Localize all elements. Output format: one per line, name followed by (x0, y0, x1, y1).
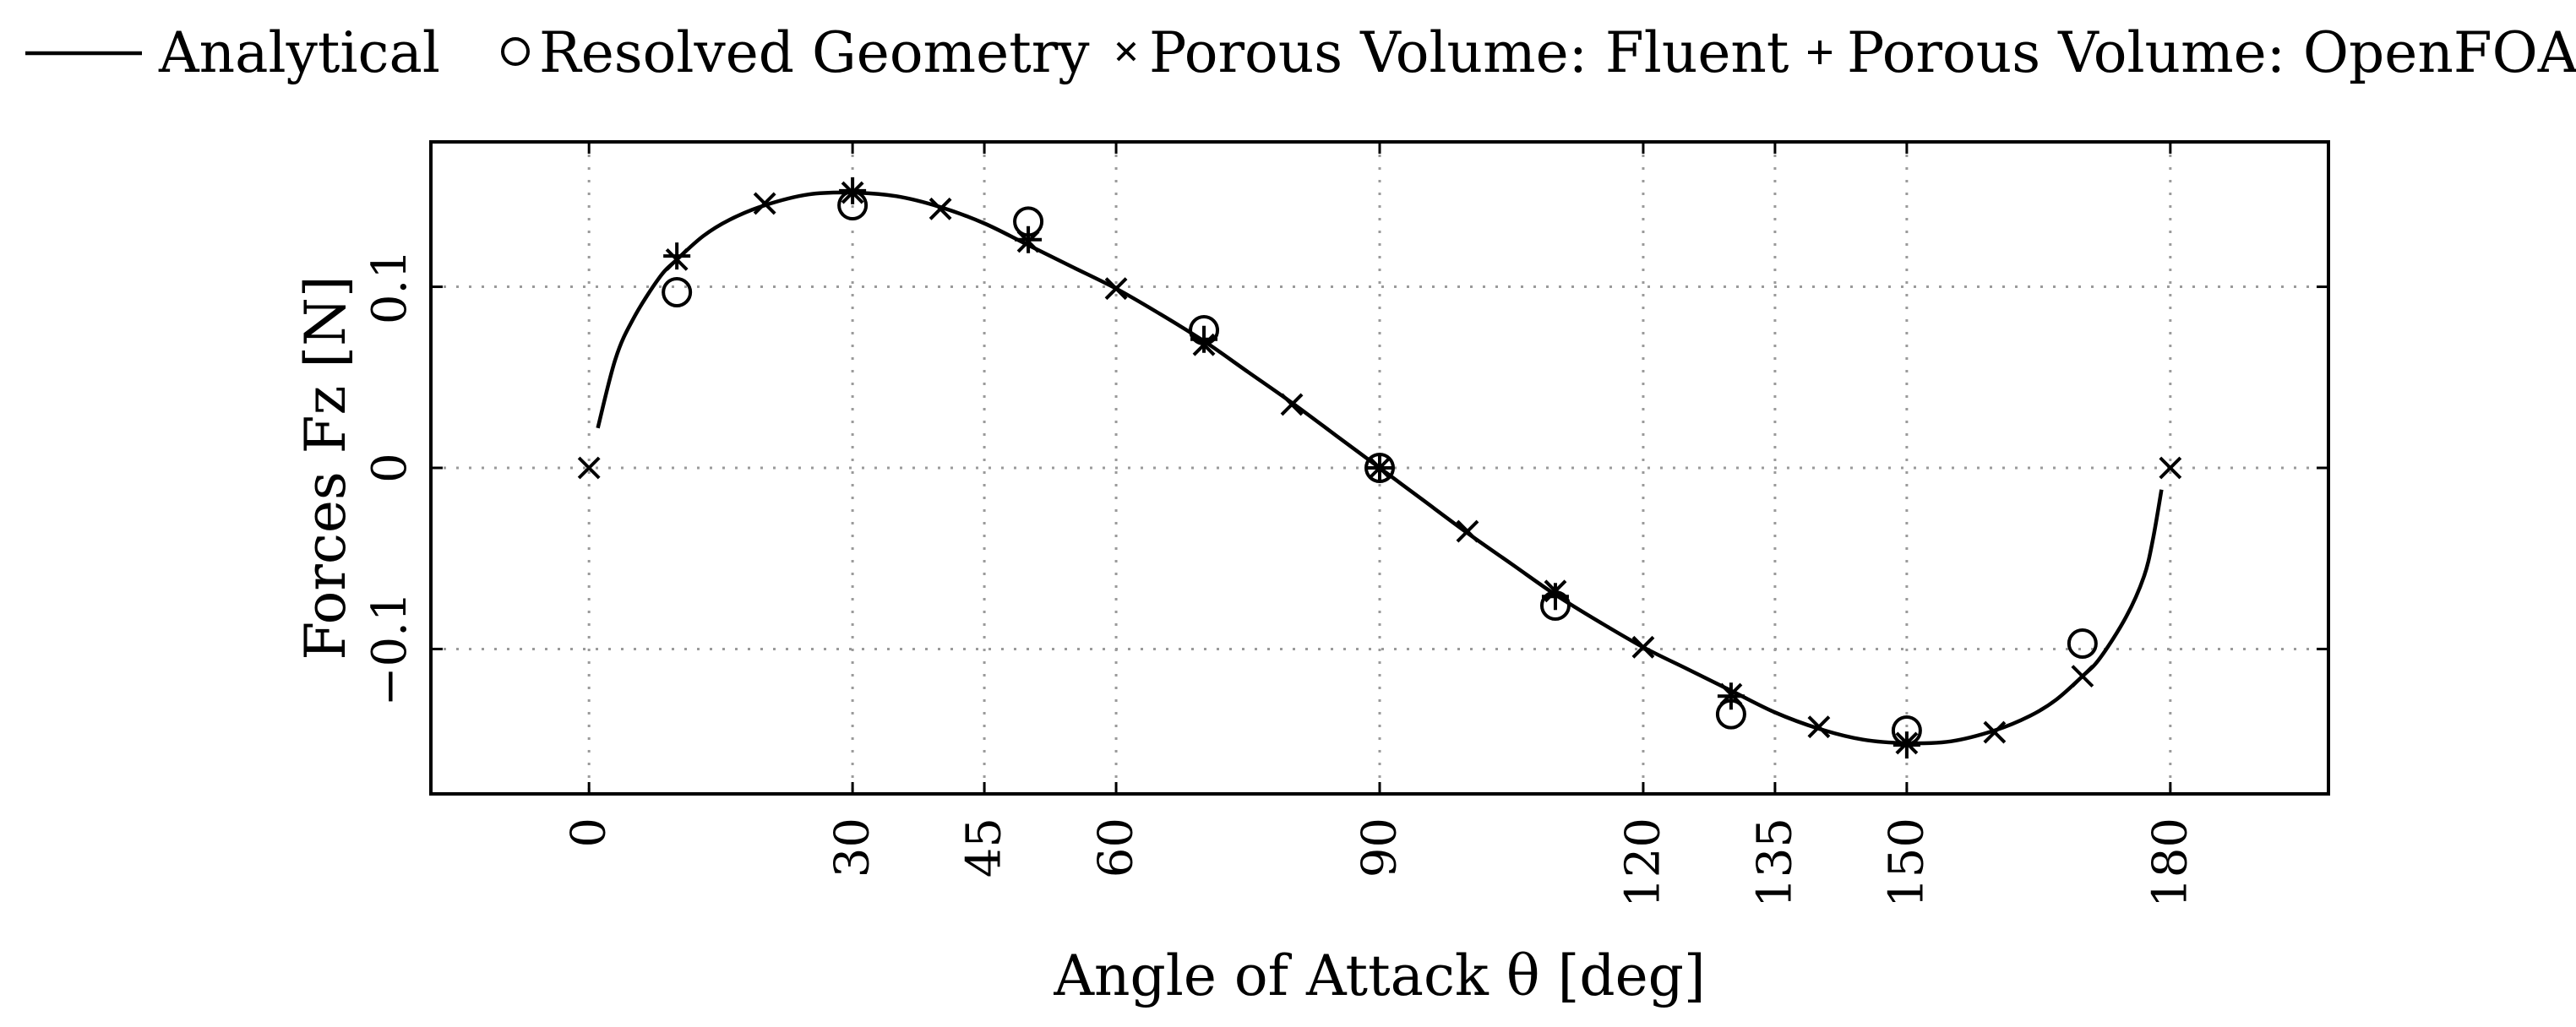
porous-fluent-point (577, 456, 601, 480)
porous-fluent-point (2159, 456, 2182, 480)
x-tick-label: 30 (825, 818, 880, 878)
porous-fluent-point (1807, 715, 1831, 739)
porous-openfoam-point (663, 242, 691, 270)
porous-openfoam-point (1366, 454, 1393, 481)
porous-openfoam-point (1541, 583, 1569, 611)
legend-label-porous-fluent: Porous Volume: Fluent (1149, 20, 1789, 85)
legend-item-resolved-geometry: Resolved Geometry (501, 20, 1090, 85)
porous-openfoam-point (1717, 682, 1745, 710)
x-tick-label: 120 (1615, 818, 1670, 908)
porous-fluent-point (1631, 635, 1655, 659)
x-tick-label: 0 (562, 818, 617, 848)
resolved-geometry-point (662, 276, 693, 307)
plot-frame (429, 140, 2330, 796)
porous-openfoam-point (1893, 731, 1920, 759)
legend: Analytical Resolved Geometry Porous Volu… (25, 20, 2576, 85)
legend-item-analytical: Analytical (25, 20, 440, 85)
porous-openfoam-point (1190, 325, 1218, 353)
legend-marker-x (1116, 41, 1136, 62)
legend-marker-plus (1808, 41, 1832, 64)
porous-fluent-point (929, 197, 952, 220)
porous-fluent-point (1280, 393, 1304, 416)
resolved-geometry-point (2067, 628, 2098, 660)
porous-openfoam-point (1015, 226, 1043, 253)
x-tick-label: 45 (957, 818, 1012, 878)
series-layer (577, 177, 2182, 759)
legend-label-porous-openfoam: Porous Volume: OpenFOAM (1847, 20, 2576, 85)
legend-item-porous-openfoam: Porous Volume: OpenFOAM (1808, 20, 2576, 85)
y-tick-label: −0.1 (362, 591, 417, 706)
porous-fluent-point (1983, 720, 2007, 744)
x-tick-label: 135 (1747, 818, 1802, 908)
y-tick-label: 0 (362, 453, 417, 483)
y-tick-label: 0.1 (362, 249, 417, 324)
legend-label-analytical: Analytical (158, 20, 440, 85)
x-axis-title: Angle of Attack θ [deg] (1053, 943, 1705, 1008)
legend-label-resolved-geometry: Resolved Geometry (539, 20, 1090, 85)
y-axis-title: Forces Fz [N] (293, 275, 358, 660)
porous-fluent-point (753, 192, 776, 215)
porous-openfoam-point (839, 177, 867, 204)
x-tick-label: 180 (2143, 818, 2197, 908)
porous-fluent-point (2071, 665, 2094, 688)
x-tick-label: 150 (1879, 818, 1934, 908)
legend-item-porous-fluent: Porous Volume: Fluent (1116, 20, 1789, 85)
ticks-layer: 0 30 45 60 90 120 135 150 180 −0.1 0 0.1 (362, 142, 2328, 908)
x-tick-label: 90 (1353, 818, 1408, 878)
legend-marker-circle (501, 37, 530, 66)
porous-fluent-point (1104, 277, 1128, 301)
x-tick-label: 60 (1089, 818, 1144, 878)
porous-fluent-point (1456, 519, 1479, 543)
